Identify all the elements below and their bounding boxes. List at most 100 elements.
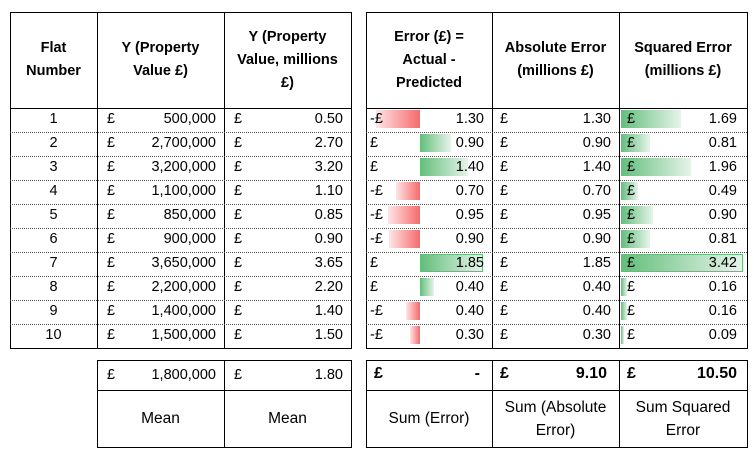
squared-error-cell: £1.96 — [619, 156, 747, 180]
squared-error-cell: £0.81 — [619, 132, 747, 156]
error-cell: -£ 0.70 — [366, 180, 492, 204]
property-value-millions: 0.85 — [315, 204, 343, 226]
squared-error: 0.81 — [709, 228, 737, 250]
squared-error-data-bar — [621, 278, 627, 296]
error-sign: -£ — [370, 300, 383, 322]
flat-number-cell: 7 — [10, 252, 97, 276]
currency-symbol: £ — [234, 132, 242, 154]
currency-symbol: £ — [234, 108, 242, 130]
absolute-error-cell: £1.40 — [492, 156, 619, 180]
property-value-cell: £1,500,000 — [97, 324, 224, 348]
property-value-millions-cell: £3.20 — [224, 156, 351, 180]
grid-hline — [10, 12, 352, 13]
property-value-millions-cell: £1.10 — [224, 180, 351, 204]
grid-hline — [10, 348, 352, 349]
grid-dotted-line — [366, 204, 747, 205]
currency-symbol: £ — [234, 204, 242, 226]
error-sign: -£ — [370, 180, 383, 202]
currency-symbol: £ — [107, 228, 115, 250]
property-value-millions: 1.50 — [315, 324, 343, 346]
currency-symbol: £ — [500, 324, 508, 346]
absolute-error: 1.40 — [583, 156, 611, 178]
grid-vline — [224, 360, 225, 447]
property-value-millions: 0.50 — [315, 108, 343, 130]
squared-error: 0.90 — [709, 204, 737, 226]
squared-error-data-bar — [621, 134, 650, 152]
currency-symbol: £ — [627, 180, 635, 202]
currency-symbol: £ — [500, 132, 508, 154]
property-value-millions-cell: £0.50 — [224, 108, 351, 132]
grid-vline — [747, 360, 748, 447]
mean-value: 1,800,000 — [151, 360, 216, 390]
squared-error-cell: £0.09 — [619, 324, 747, 348]
property-value-millions-cell: £0.90 — [224, 228, 351, 252]
absolute-error-cell: £0.40 — [492, 300, 619, 324]
currency-symbol: £ — [234, 360, 242, 390]
currency-symbol: £ — [234, 180, 242, 202]
property-value-cell: £1,400,000 — [97, 300, 224, 324]
grid-dotted-line — [10, 228, 351, 229]
squared-error-cell: £0.16 — [619, 300, 747, 324]
error-data-bar — [406, 302, 420, 320]
currency-symbol: £ — [627, 252, 635, 274]
squared-error: 0.49 — [709, 180, 737, 202]
property-value: 2,200,000 — [151, 276, 216, 298]
property-value-millions-cell: £0.85 — [224, 204, 351, 228]
error-data-bar — [410, 326, 420, 344]
grid-hline — [10, 108, 352, 109]
error-cell: £1.85 — [366, 252, 492, 276]
squared-error-data-bar — [621, 326, 624, 344]
error-cell: £0.40 — [366, 276, 492, 300]
error-data-bar — [389, 230, 420, 248]
property-value: 1,100,000 — [151, 180, 216, 202]
error-value: 0.30 — [456, 324, 484, 346]
property-value: 500,000 — [164, 108, 216, 130]
grid-dotted-line — [10, 324, 351, 325]
currency-symbol: £ — [627, 300, 635, 322]
squared-error: 0.09 — [709, 324, 737, 346]
squared-error-cell: £3.42 — [619, 252, 747, 276]
currency-symbol: £ — [500, 252, 508, 274]
error-data-bar — [420, 278, 434, 296]
error-sign: £ — [370, 132, 378, 154]
absolute-error: 0.90 — [583, 132, 611, 154]
error-sign: £ — [370, 276, 378, 298]
property-value-millions-cell: £2.70 — [224, 132, 351, 156]
grid-hline — [366, 360, 748, 361]
sum-squared-error: 10.50 — [697, 360, 737, 388]
property-value: 1,500,000 — [151, 324, 216, 346]
sum-abs-label: Sum (Absolute Error) — [492, 390, 619, 447]
flat-number: 4 — [49, 183, 57, 199]
absolute-error: 0.40 — [583, 276, 611, 298]
currency-symbol: £ — [627, 108, 635, 130]
grid-dotted-line — [366, 300, 747, 301]
absolute-error-cell: £0.30 — [492, 324, 619, 348]
error-value: 0.40 — [456, 300, 484, 322]
squared-error-data-bar — [621, 302, 627, 320]
currency-symbol: £ — [107, 252, 115, 274]
currency-symbol: £ — [627, 276, 635, 298]
absolute-error-cell: £0.90 — [492, 228, 619, 252]
sum-sq-cell: £ 10.50 — [619, 360, 747, 390]
error-cell: -£ 0.95 — [366, 204, 492, 228]
property-value: 900,000 — [164, 228, 216, 250]
absolute-error: 1.85 — [583, 252, 611, 274]
grid-hline — [366, 108, 748, 109]
property-value-cell: £850,000 — [97, 204, 224, 228]
currency-symbol: £ — [107, 204, 115, 226]
grid-vline — [97, 360, 98, 447]
property-value-millions-cell: £1.40 — [224, 300, 351, 324]
error-value: 0.90 — [456, 132, 484, 154]
property-value-cell: £500,000 — [97, 108, 224, 132]
flat-number: 2 — [49, 135, 57, 151]
currency-symbol: £ — [107, 360, 115, 390]
error-sign: £ — [370, 252, 378, 274]
mean-value-cell: £ 1,800,000 — [97, 360, 224, 390]
currency-symbol: £ — [627, 360, 636, 388]
grid-vline — [366, 360, 367, 447]
property-value-millions: 3.20 — [315, 156, 343, 178]
grid-dotted-line — [366, 156, 747, 157]
grid-dotted-line — [366, 276, 747, 277]
currency-symbol: £ — [234, 252, 242, 274]
property-value-millions: 0.90 — [315, 228, 343, 250]
